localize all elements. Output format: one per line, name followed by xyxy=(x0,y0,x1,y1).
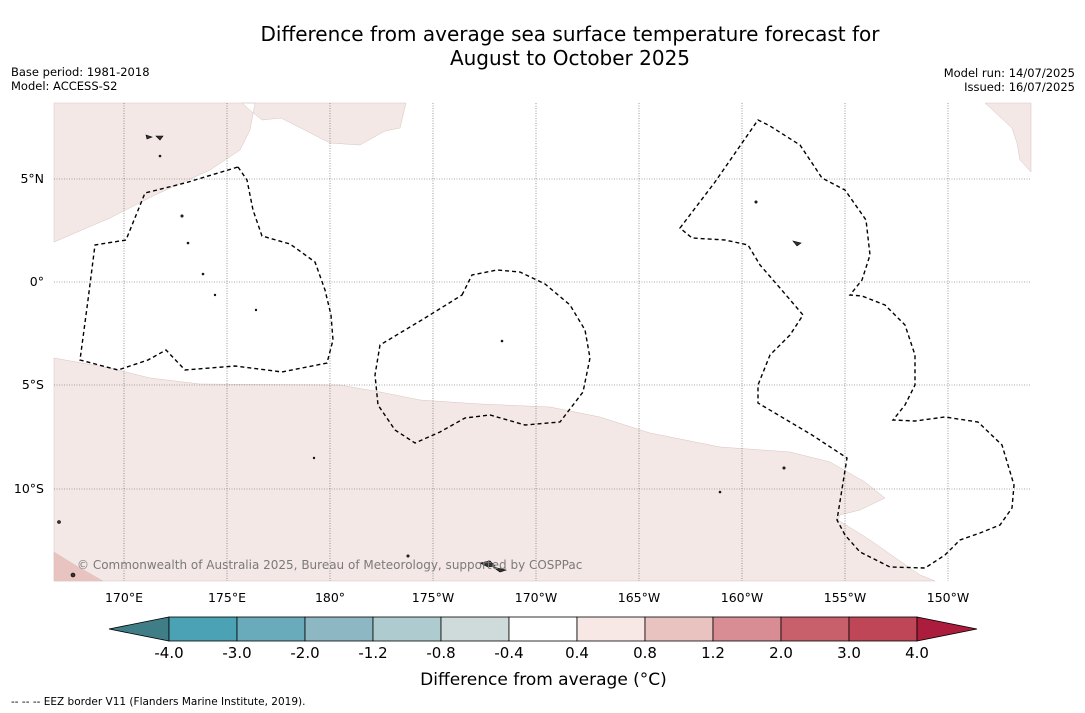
lat-label-5s: 5°S xyxy=(21,377,44,392)
lon-label-175e: 175°E xyxy=(207,590,246,605)
cbar-tick-label: -2.0 xyxy=(290,644,320,662)
island xyxy=(500,339,504,343)
eez-border-kiribati-gilbert xyxy=(79,166,334,373)
eez-legend-note: -- -- -- EEZ border V11 (Flanders Marine… xyxy=(11,696,306,708)
lon-label-160w: 160°W xyxy=(720,590,764,605)
model-name: Model: ACCESS-S2 xyxy=(11,79,118,93)
cbar-tick-label: -1.2 xyxy=(358,644,388,662)
island xyxy=(213,293,217,297)
island xyxy=(155,135,164,141)
lon-label-170e: 170°E xyxy=(104,590,143,605)
cbar-segment xyxy=(168,616,238,642)
title-line-2: August to October 2025 xyxy=(449,46,691,70)
island xyxy=(312,456,316,460)
lat-label-10s: 10°S xyxy=(13,481,44,496)
island xyxy=(492,566,508,573)
cbar-segment xyxy=(848,616,918,642)
copyright-notice: © Commonwealth of Australia 2025, Bureau… xyxy=(77,558,583,572)
issued-date: Issued: 16/07/2025 xyxy=(964,80,1075,94)
anomaly-region-southwest-corner xyxy=(53,551,104,582)
cbar-tick-label: -4.0 xyxy=(154,644,184,662)
lon-label-150w: 150°W xyxy=(926,590,970,605)
island xyxy=(201,272,205,276)
cbar-tick-label: -3.0 xyxy=(222,644,252,662)
lon-label-170w: 170°W xyxy=(514,590,558,605)
eez-border-phoenix xyxy=(374,269,591,444)
lon-label-165w: 165°W xyxy=(617,590,661,605)
island xyxy=(158,154,162,158)
island xyxy=(754,200,758,204)
island xyxy=(792,240,802,247)
lon-label-180: 180° xyxy=(314,590,346,605)
cbar-segment xyxy=(372,616,442,642)
islands xyxy=(57,134,802,578)
lon-label-175w: 175°W xyxy=(411,590,455,605)
cbar-segment xyxy=(440,616,510,642)
island xyxy=(180,214,184,218)
cbar-extend-high xyxy=(916,616,978,642)
colorbar-title: Difference from average (°C) xyxy=(420,670,667,690)
lon-label-155w: 155°W xyxy=(823,590,867,605)
cbar-tick-label: 2.0 xyxy=(769,644,793,662)
anomaly-region-northeast xyxy=(984,102,1032,173)
cbar-segment xyxy=(576,616,646,642)
meta-right: Model run: 14/07/2025 Issued: 16/07/2025 xyxy=(944,66,1075,94)
base-period: Base period: 1981-2018 xyxy=(11,65,150,79)
island xyxy=(145,134,153,140)
cbar-tick-label: 3.0 xyxy=(837,644,861,662)
cbar-segment xyxy=(712,616,782,642)
cbar-segment xyxy=(644,616,714,642)
title-line-1: Difference from average sea surface temp… xyxy=(260,22,880,46)
island xyxy=(254,308,258,312)
cbar-extend-low xyxy=(108,616,170,642)
island xyxy=(186,241,190,245)
cbar-tick-label: 0.8 xyxy=(633,644,657,662)
island xyxy=(479,560,496,568)
cbar-tick-label: -0.4 xyxy=(494,644,524,662)
cbar-segment xyxy=(780,616,850,642)
cbar-segment xyxy=(508,616,578,642)
cbar-tick-label: 1.2 xyxy=(701,644,725,662)
island xyxy=(782,466,786,470)
cbar-tick-label: 0.4 xyxy=(565,644,589,662)
model-run: Model run: 14/07/2025 xyxy=(943,66,1075,80)
cbar-tick-label: -0.8 xyxy=(426,644,456,662)
island xyxy=(70,572,76,578)
cbar-segment xyxy=(236,616,306,642)
cbar-segment xyxy=(304,616,374,642)
chart-title: Difference from average sea surface temp… xyxy=(0,22,1085,70)
lat-label-0: 0° xyxy=(29,274,44,289)
anomaly-region-northwest xyxy=(53,102,407,243)
cbar-tick-label: 4.0 xyxy=(905,644,929,662)
island xyxy=(57,520,61,524)
meta-left: Base period: 1981-2018 Model: ACCESS-S2 xyxy=(11,65,150,93)
island xyxy=(406,554,410,558)
graticule xyxy=(54,103,1031,581)
eez-border-line-islands xyxy=(679,119,1015,569)
lat-label-5n: 5°N xyxy=(20,171,44,186)
island xyxy=(718,490,722,494)
